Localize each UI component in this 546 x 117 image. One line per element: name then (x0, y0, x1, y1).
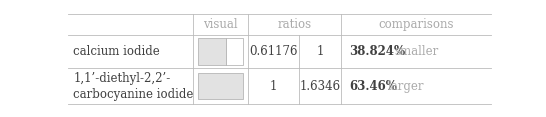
Text: 1: 1 (316, 45, 324, 58)
Bar (198, 73, 243, 99)
Text: comparisons: comparisons (378, 18, 454, 31)
Text: calcium iodide: calcium iodide (73, 45, 160, 58)
Text: ratios: ratios (277, 18, 312, 31)
Text: larger: larger (388, 80, 425, 93)
Text: 38.824%: 38.824% (349, 45, 405, 58)
Text: 1.6346: 1.6346 (299, 80, 341, 93)
Text: 63.46%: 63.46% (349, 80, 397, 93)
Text: 0.61176: 0.61176 (249, 45, 298, 58)
Text: 1,1’-diethyl-2,2’-
carbocyanine iodide: 1,1’-diethyl-2,2’- carbocyanine iodide (73, 72, 194, 101)
Bar (198, 38, 225, 65)
Text: 1: 1 (270, 80, 277, 93)
Bar (225, 38, 243, 65)
Text: visual: visual (203, 18, 238, 31)
Text: smaller: smaller (394, 45, 438, 58)
